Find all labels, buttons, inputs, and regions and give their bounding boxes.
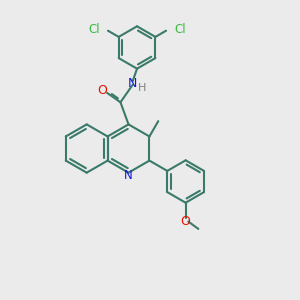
Text: N: N bbox=[128, 77, 138, 90]
Text: O: O bbox=[181, 215, 190, 228]
Text: Cl: Cl bbox=[88, 23, 100, 36]
Text: Cl: Cl bbox=[174, 23, 186, 36]
Text: H: H bbox=[138, 83, 146, 93]
Text: N: N bbox=[124, 169, 132, 182]
Text: O: O bbox=[97, 83, 107, 97]
